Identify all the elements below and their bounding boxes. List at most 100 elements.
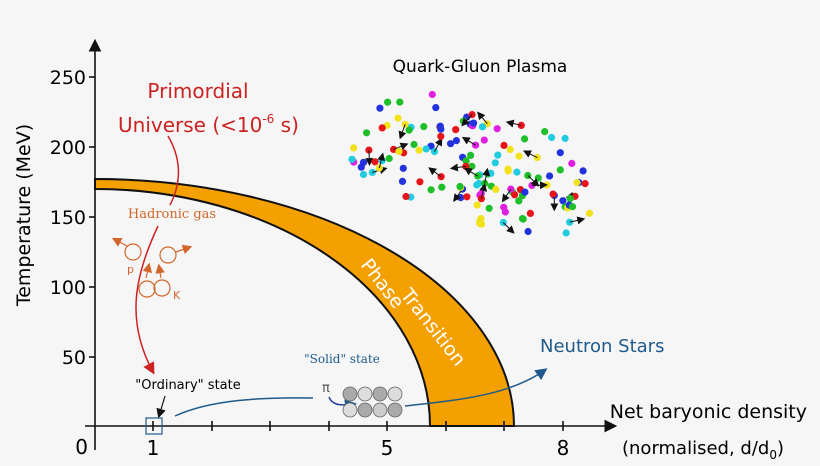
quark-dot	[573, 178, 581, 187]
quark-dot	[376, 104, 384, 112]
quark-dot	[348, 155, 356, 163]
quark-dot	[467, 151, 475, 159]
quark-motion-arrow	[428, 167, 442, 178]
quark-dot	[371, 158, 379, 166]
quark-dot	[436, 122, 444, 130]
quark-dot	[548, 133, 556, 142]
quark-dot	[427, 186, 435, 194]
quark-dot	[585, 209, 594, 217]
quark-motion-arrow	[365, 150, 374, 167]
quark-dot	[506, 145, 514, 154]
quark-dot	[478, 123, 487, 131]
quark-dot	[556, 166, 564, 174]
quark-dot	[456, 182, 464, 191]
quark-dot	[452, 126, 460, 134]
quark-dot	[463, 193, 471, 201]
quark-dot	[487, 169, 495, 177]
quark-dot	[422, 145, 430, 153]
primordial-label-line1: Primordial	[147, 79, 248, 103]
quark-dot	[579, 167, 587, 175]
quark-dot	[581, 180, 589, 188]
quark-dot	[462, 157, 470, 165]
quark-dot	[568, 159, 576, 167]
y-tick-50: 50	[62, 347, 86, 369]
quark-dot	[398, 177, 407, 185]
quark-dot	[556, 149, 564, 157]
ordinary-state-label: "Ordinary" state	[135, 378, 240, 393]
primordial-label-line2: Universe (<10-6 s)	[118, 112, 299, 137]
quark-dot	[390, 145, 398, 153]
origin-label: 0	[75, 435, 88, 459]
quark-motion-arrow	[569, 216, 586, 225]
ordinary-state-marker	[145, 417, 163, 435]
quark-dot	[533, 154, 541, 162]
x-tick-1: 1	[147, 436, 160, 460]
quark-dot	[513, 168, 521, 176]
quark-dot	[428, 90, 436, 99]
quark-dot	[546, 172, 554, 180]
quark-dot	[384, 98, 392, 106]
quark-gluon-plasma-cluster	[348, 90, 594, 237]
quark-dot	[363, 129, 371, 137]
y-tick-200: 200	[50, 137, 86, 159]
quark-dot	[359, 158, 368, 166]
quark-dot	[500, 141, 508, 149]
quark-dot	[561, 134, 569, 142]
quark-dot	[470, 119, 478, 127]
quark-motion-arrow	[393, 142, 409, 151]
quark-motion-arrow	[482, 167, 491, 184]
pion-label: π	[322, 381, 330, 396]
hadron-particles	[111, 237, 193, 298]
solid-state-label: "Solid" state	[304, 352, 380, 366]
quark-motion-arrow	[463, 167, 478, 177]
quark-dot	[452, 137, 460, 145]
x-axis-label: Net baryonic density	[610, 401, 807, 423]
quark-dot	[493, 125, 501, 133]
y-tick-150: 150	[50, 207, 86, 229]
quark-dot	[410, 140, 418, 149]
quark-dot	[474, 172, 482, 180]
kaon-label: K	[173, 289, 181, 302]
quark-dot	[396, 98, 404, 106]
quark-dot	[447, 140, 455, 148]
quark-motion-arrow	[502, 222, 515, 234]
neutron-stars-label: Neutron Stars	[540, 336, 664, 357]
quark-dot	[420, 123, 428, 131]
y-tick-100: 100	[50, 277, 86, 299]
quark-motion-arrow	[461, 114, 473, 127]
quark-dot	[491, 159, 499, 167]
y-tick-250: 250	[50, 67, 86, 89]
quark-motion-arrow	[398, 124, 407, 140]
quark-dot	[510, 191, 519, 199]
quark-dot	[521, 135, 529, 143]
quark-dot	[432, 104, 440, 112]
quark-dot	[566, 194, 574, 203]
axes	[85, 38, 618, 450]
quark-dot	[480, 136, 488, 144]
quark-dot	[399, 164, 407, 172]
solid-state-lattice	[342, 386, 403, 418]
primordial-trajectory-lower	[135, 225, 159, 375]
quark-dot	[415, 146, 423, 154]
quark-dot	[416, 178, 424, 186]
qgp-label: Quark-Gluon Plasma	[393, 57, 568, 77]
quark-motion-arrow	[527, 175, 540, 187]
quark-dot	[515, 152, 523, 160]
quark-dot	[541, 128, 549, 136]
quark-dot	[568, 203, 577, 211]
quark-dot	[504, 165, 512, 173]
quark-dot	[375, 164, 383, 172]
quark-motion-arrow	[434, 137, 443, 152]
quark-motion-arrow	[477, 111, 488, 125]
quark-dot	[395, 147, 403, 155]
quark-motion-arrow	[449, 163, 466, 172]
quark-dot	[549, 190, 557, 198]
hadronic-gas-label: Hadronic gas	[128, 207, 216, 222]
quark-dot	[476, 217, 484, 226]
ordinary-state-arrow	[156, 395, 166, 419]
quark-motion-arrow	[479, 183, 488, 199]
quark-motion-arrow	[505, 119, 522, 128]
quark-dot	[515, 197, 523, 205]
